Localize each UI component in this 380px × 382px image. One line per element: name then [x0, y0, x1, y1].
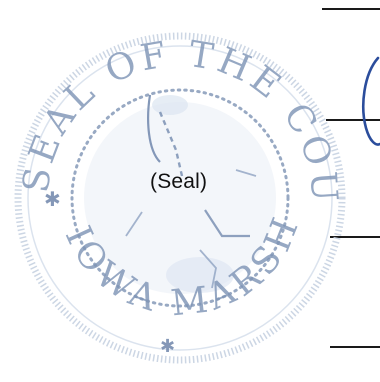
seal-caption: (Seal): [150, 170, 208, 193]
signature-stroke-icon: [362, 56, 380, 146]
svg-text:✱: ✱: [44, 187, 61, 211]
signature-line: [326, 119, 380, 121]
svg-text:✱: ✱: [160, 336, 175, 357]
signature-line: [330, 346, 380, 348]
signature-line: [322, 8, 380, 10]
signature-line: [330, 236, 380, 238]
